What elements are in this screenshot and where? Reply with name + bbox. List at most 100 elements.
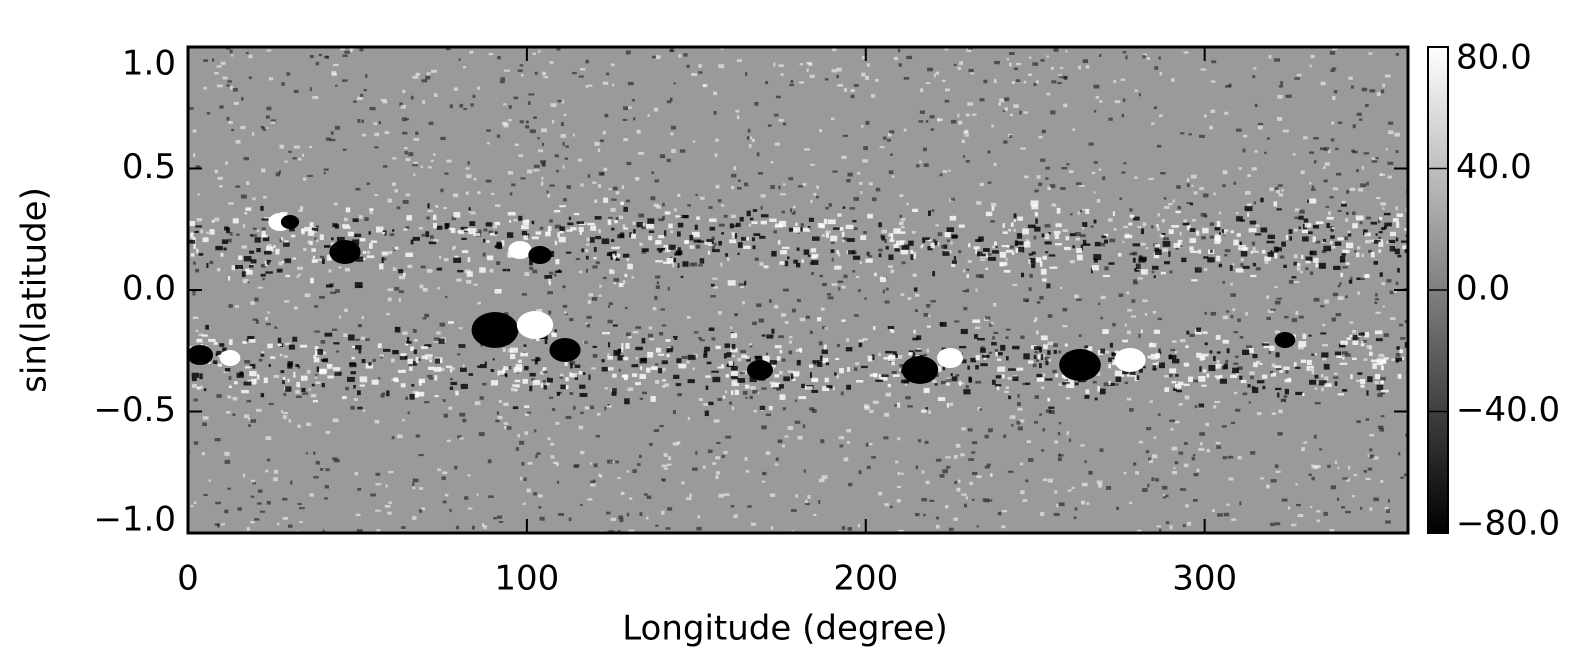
- speckle: [1154, 107, 1157, 110]
- speckle: [1252, 354, 1257, 358]
- speckle: [607, 460, 613, 464]
- speckle: [376, 227, 384, 233]
- speckle: [843, 206, 846, 208]
- y-tick-label: −1.0: [93, 500, 176, 540]
- speckle: [286, 72, 290, 75]
- speckle: [541, 177, 543, 180]
- speckle: [1396, 222, 1399, 228]
- speckle: [1169, 374, 1173, 377]
- speckle: [1041, 269, 1047, 275]
- speckle: [867, 63, 870, 67]
- speckle: [609, 302, 613, 305]
- speckle: [1209, 350, 1212, 353]
- speckle: [241, 195, 247, 199]
- speckle: [1033, 364, 1037, 368]
- speckle: [1236, 268, 1244, 272]
- speckle: [418, 454, 423, 456]
- speckle: [1361, 344, 1365, 346]
- speckle: [549, 272, 553, 275]
- speckle: [665, 211, 671, 214]
- speckle: [1082, 209, 1084, 212]
- speckle: [1219, 264, 1222, 268]
- speckle: [715, 346, 720, 349]
- speckle: [315, 374, 318, 377]
- speckle: [1099, 169, 1102, 171]
- speckle: [419, 509, 422, 512]
- speckle: [414, 339, 417, 341]
- speckle: [690, 245, 695, 248]
- speckle: [485, 361, 487, 364]
- speckle: [361, 337, 365, 340]
- speckle: [670, 230, 673, 233]
- speckle: [222, 239, 228, 244]
- speckle: [1125, 382, 1128, 385]
- speckle: [788, 351, 792, 355]
- speckle: [1295, 208, 1300, 211]
- speckle: [947, 227, 954, 232]
- speckle: [1191, 185, 1193, 187]
- speckle: [930, 115, 935, 118]
- speckle: [333, 342, 339, 344]
- speckle: [522, 231, 527, 235]
- speckle: [1094, 161, 1098, 164]
- speckle: [335, 289, 340, 293]
- speckle: [320, 256, 324, 258]
- speckle: [642, 338, 646, 343]
- speckle: [554, 210, 560, 212]
- speckle: [931, 128, 934, 130]
- speckle: [251, 480, 255, 483]
- speckle: [538, 494, 542, 497]
- speckle: [1309, 380, 1316, 385]
- speckle: [1000, 345, 1005, 351]
- speckle: [1151, 225, 1154, 228]
- speckle: [657, 248, 665, 250]
- speckle: [314, 357, 320, 362]
- speckle: [460, 368, 467, 372]
- speckle: [686, 497, 692, 500]
- speckle: [847, 527, 852, 531]
- speckle: [1123, 162, 1126, 164]
- speckle: [1219, 212, 1221, 215]
- speckle: [921, 244, 923, 247]
- speckle: [1313, 258, 1318, 263]
- speckle: [1123, 98, 1125, 102]
- speckle: [667, 464, 672, 466]
- speckle: [1169, 525, 1172, 529]
- speckle: [235, 186, 240, 188]
- speckle: [1217, 513, 1223, 516]
- speckle: [1143, 366, 1146, 368]
- speckle: [542, 72, 546, 76]
- speckle: [1082, 222, 1087, 227]
- speckle: [1168, 355, 1176, 359]
- speckle: [1235, 356, 1238, 358]
- speckle: [1338, 393, 1344, 395]
- speckle: [1007, 377, 1011, 380]
- speckle: [913, 330, 915, 334]
- speckle: [415, 73, 420, 76]
- speckle: [1208, 365, 1215, 371]
- speckle: [854, 84, 859, 87]
- speckle: [1341, 204, 1347, 207]
- speckle: [1017, 217, 1023, 221]
- speckle: [677, 263, 679, 268]
- speckle: [637, 222, 643, 227]
- speckle: [324, 333, 332, 337]
- speckle: [658, 218, 664, 221]
- speckle: [1170, 270, 1173, 273]
- speckle: [280, 370, 284, 373]
- speckle: [1217, 351, 1221, 353]
- speckle: [196, 249, 198, 254]
- speckle: [785, 321, 789, 324]
- speckle: [1039, 363, 1042, 368]
- speckle: [798, 185, 803, 187]
- speckle: [342, 79, 348, 81]
- speckle: [469, 221, 475, 226]
- speckle: [626, 162, 631, 165]
- speckle: [1365, 478, 1370, 480]
- speckle: [1321, 82, 1326, 86]
- speckle: [1042, 428, 1044, 431]
- speckle: [1278, 184, 1283, 186]
- speckle: [584, 341, 588, 344]
- speckle: [416, 357, 419, 363]
- speckle: [848, 483, 852, 487]
